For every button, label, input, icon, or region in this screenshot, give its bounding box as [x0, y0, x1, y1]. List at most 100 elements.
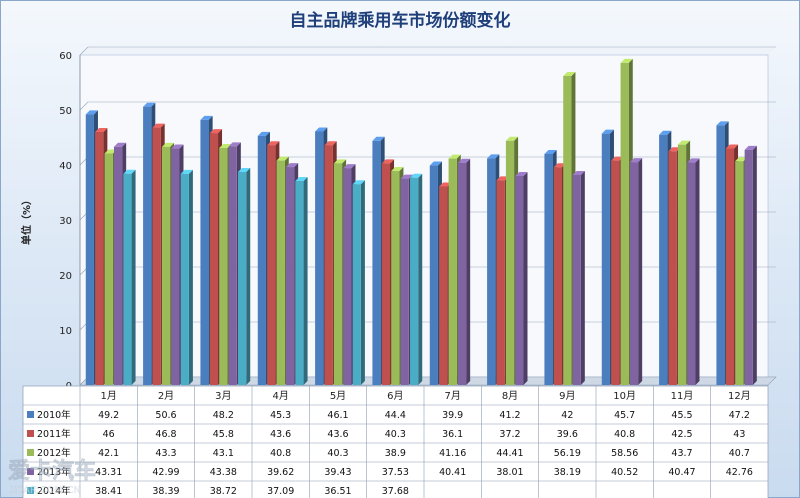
- bar-front: [85, 114, 94, 386]
- data-label: 42: [561, 410, 573, 421]
- bar-top: [668, 147, 681, 152]
- bar-top: [180, 169, 193, 174]
- plot-background: [79, 54, 769, 386]
- bar-top: [285, 163, 299, 168]
- table-frame: [22, 385, 769, 498]
- legend-swatch: [27, 468, 34, 475]
- data-label: 39.62: [267, 467, 294, 478]
- data-label: 40.47: [668, 467, 695, 478]
- bar-front: [209, 133, 219, 385]
- back-wall-top: [80, 47, 776, 55]
- bar-side: [466, 158, 471, 385]
- y-tick-label: 60: [59, 51, 72, 62]
- data-label: 38.01: [496, 467, 523, 478]
- watermark-text: 爱卡汽车: [8, 458, 96, 484]
- bar-front: [611, 160, 620, 385]
- bar-top: [505, 136, 519, 141]
- gridline-diagonal: [79, 46, 89, 56]
- legend-label: 2014年: [37, 485, 71, 497]
- data-table: 1月 2月 3月 4月 5月 6月 7月 8月 9月 10月 11月 12月 2010年 49.2 50.6…: [22, 385, 769, 498]
- bar-front: [180, 173, 189, 385]
- legend-label: 2012年: [37, 447, 71, 459]
- gridline-diagonal: [79, 101, 89, 111]
- legend-label: 2011年: [37, 428, 71, 440]
- data-label: 43.3: [155, 448, 176, 459]
- bar-front: [372, 140, 381, 385]
- bar-front: [171, 148, 180, 385]
- bar-front: [687, 162, 696, 385]
- bar: [180, 169, 193, 385]
- bar-top: [687, 158, 700, 163]
- bar-top: [496, 176, 509, 181]
- bar-top: [123, 169, 136, 174]
- data-label: 56.19: [554, 448, 581, 459]
- bar-top: [152, 123, 165, 128]
- plot-area: 0102030405060: [59, 46, 777, 392]
- y-tick-label: 20: [59, 271, 72, 282]
- bar-front: [276, 160, 285, 385]
- y-tick-label: 50: [59, 106, 72, 117]
- data-label: 40.7: [729, 448, 750, 459]
- bar-top: [372, 136, 385, 141]
- bar: [123, 169, 136, 385]
- bar-top: [544, 150, 557, 154]
- data-label: 58.56: [611, 448, 638, 459]
- bar-front: [104, 153, 113, 385]
- data-label: 45.8: [213, 429, 234, 440]
- bar-front: [572, 174, 581, 385]
- bar-side: [523, 171, 528, 385]
- data-label: 38.72: [210, 486, 237, 497]
- y-tick-label: 30: [59, 216, 72, 227]
- legend-label: 2013年: [37, 466, 71, 478]
- data-label: 42.99: [152, 467, 179, 478]
- bar-front: [219, 147, 228, 385]
- x-tick-label: 8月: [502, 390, 518, 402]
- bar-top: [381, 159, 395, 164]
- bar-front: [668, 151, 677, 385]
- legend-swatch: [27, 449, 34, 456]
- bar-top: [629, 158, 643, 163]
- bar-top: [333, 159, 347, 164]
- bar-top: [171, 144, 184, 149]
- data-label: 43: [733, 429, 745, 440]
- data-label: 40.3: [385, 429, 406, 440]
- bar: [457, 158, 471, 385]
- x-tick-label: 11月: [671, 390, 694, 402]
- bar-front: [267, 145, 276, 385]
- bar-front: [381, 163, 391, 385]
- bar-top: [572, 170, 585, 175]
- bar-top: [439, 182, 452, 187]
- bar-top: [295, 177, 308, 182]
- bar-top: [620, 58, 633, 63]
- data-label: 37.68: [382, 486, 409, 497]
- bar-front: [352, 184, 361, 385]
- bar-front: [123, 173, 132, 385]
- bar-front: [677, 144, 687, 385]
- data-label: 49.2: [98, 410, 119, 421]
- bar-front: [716, 125, 725, 386]
- bar-front: [496, 180, 505, 385]
- bar-top: [228, 142, 241, 147]
- data-label: 42.76: [726, 467, 753, 478]
- bar-front: [620, 62, 629, 386]
- bar-front: [152, 127, 161, 385]
- bar-side: [418, 173, 423, 385]
- data-label: 45.3: [270, 410, 291, 421]
- data-label: 40.41: [439, 467, 466, 478]
- data-label: 45.5: [671, 410, 692, 421]
- watermark-logo: 爱卡汽车 XCAR.COM.CN: [8, 458, 97, 496]
- data-label: 48.2: [213, 410, 234, 421]
- x-tick-label: 1月: [100, 390, 116, 402]
- data-label: 40.8: [614, 429, 635, 440]
- bar-top: [209, 129, 223, 134]
- x-tick-label: 10月: [613, 390, 636, 402]
- bar-front: [601, 133, 610, 385]
- bar-side: [695, 158, 700, 385]
- bar-top: [716, 121, 729, 126]
- bar-top: [352, 180, 365, 185]
- bar-top: [448, 154, 461, 159]
- bar-front: [143, 106, 152, 385]
- legend-swatch: [27, 411, 34, 418]
- x-tick-label: 4月: [272, 390, 288, 402]
